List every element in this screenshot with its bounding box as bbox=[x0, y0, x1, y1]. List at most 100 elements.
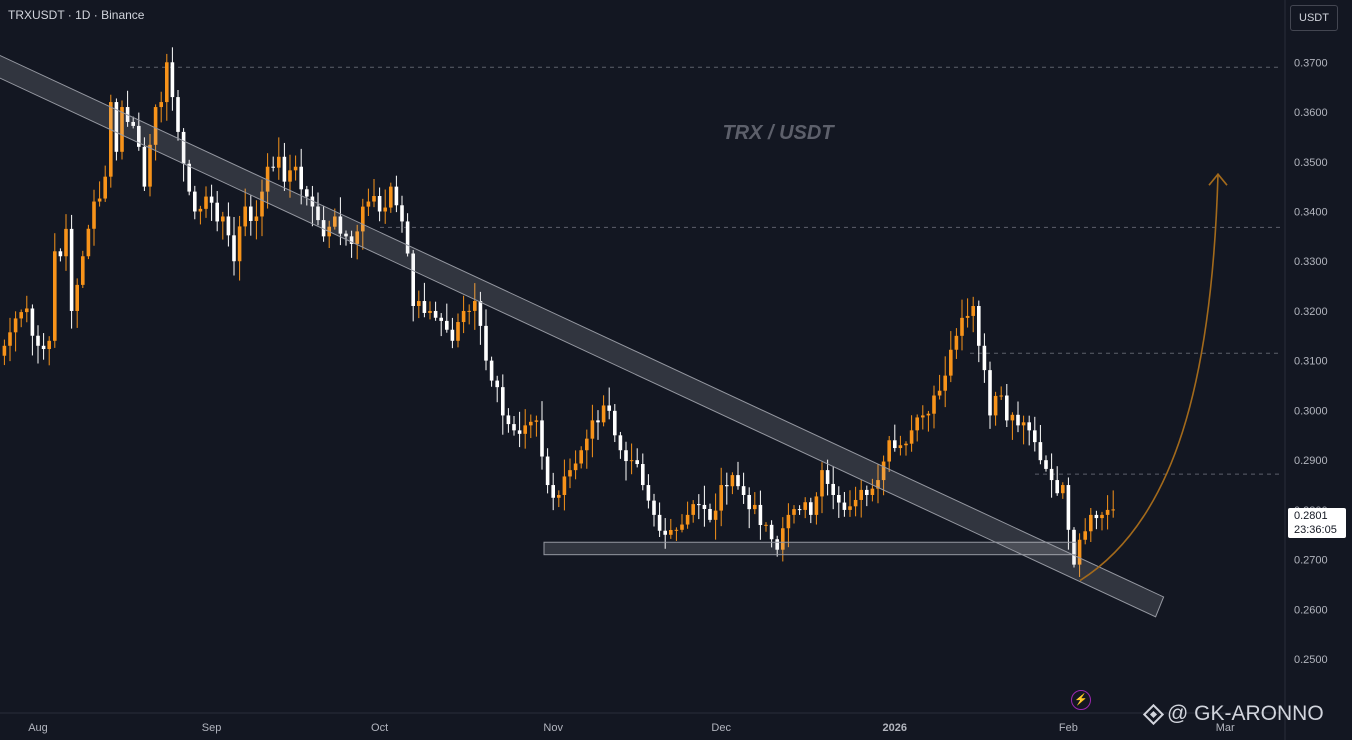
candle-body bbox=[641, 464, 645, 486]
candle-body bbox=[870, 488, 875, 495]
candle-body bbox=[1105, 509, 1110, 515]
candle-body bbox=[1061, 485, 1065, 494]
candle-body bbox=[1021, 422, 1026, 426]
candle-body bbox=[349, 236, 354, 244]
candle-body bbox=[803, 502, 807, 510]
candle-body bbox=[691, 504, 695, 515]
candle-body bbox=[792, 509, 796, 515]
candle-body bbox=[361, 206, 365, 232]
time-tick-label: Nov bbox=[543, 722, 563, 734]
candle-body bbox=[176, 97, 180, 132]
candle-body bbox=[344, 233, 348, 237]
candle-body bbox=[131, 121, 135, 126]
candle-body bbox=[478, 301, 483, 326]
candle-body bbox=[887, 440, 891, 462]
candle-body bbox=[1083, 531, 1087, 540]
candle-body bbox=[736, 475, 740, 487]
candle-body bbox=[781, 528, 785, 550]
candle-body bbox=[954, 335, 959, 350]
candle-body bbox=[1010, 414, 1015, 421]
candle-body bbox=[573, 463, 578, 471]
candle-body bbox=[193, 191, 197, 212]
candle-body bbox=[797, 509, 802, 511]
candle-countdown: 23:36:05 bbox=[1294, 524, 1337, 536]
candle-body bbox=[534, 420, 539, 422]
drawings[interactable] bbox=[0, 52, 1228, 618]
candle-body bbox=[898, 445, 903, 449]
candle-body bbox=[932, 395, 936, 414]
candle-body bbox=[697, 504, 701, 506]
candle-body bbox=[926, 413, 931, 416]
candle-body bbox=[1033, 430, 1037, 443]
candle-body bbox=[461, 310, 466, 323]
candle-body bbox=[366, 201, 371, 207]
candle-body bbox=[221, 216, 225, 222]
candle-body bbox=[1089, 514, 1093, 532]
price-axis[interactable]: 0.3700 0.3600 0.3500 0.3400 0.3300 0.3200 0.31… bbox=[1284, 0, 1328, 740]
candle-body bbox=[159, 102, 163, 108]
candle-body bbox=[596, 420, 600, 423]
candle-body bbox=[97, 198, 102, 202]
candle-body bbox=[943, 375, 947, 391]
horizontal-levels bbox=[130, 66, 1280, 475]
candle-body bbox=[254, 216, 259, 221]
support-zone bbox=[543, 541, 1077, 556]
candle-body bbox=[1077, 539, 1082, 565]
candle-body bbox=[282, 156, 287, 182]
candle-body bbox=[422, 301, 427, 313]
candle-body bbox=[69, 228, 74, 311]
candle-body bbox=[209, 196, 214, 203]
price-tick-label: 0.2900 bbox=[1294, 455, 1328, 467]
candle-body bbox=[249, 206, 253, 221]
candle-body bbox=[921, 415, 925, 418]
candle-body bbox=[753, 504, 757, 510]
currency-button[interactable]: USDT bbox=[1290, 5, 1338, 31]
lightning-icon[interactable]: ⚡ bbox=[1071, 690, 1091, 710]
candle-body bbox=[1111, 509, 1115, 511]
candle-body bbox=[965, 315, 970, 318]
candle-body bbox=[30, 308, 35, 336]
candle-body bbox=[725, 485, 729, 487]
candle-body bbox=[747, 494, 751, 510]
candle-body bbox=[120, 107, 124, 152]
candle-body bbox=[1049, 468, 1054, 481]
candle-body bbox=[8, 332, 12, 346]
chart-title: TRX / USDT bbox=[722, 122, 835, 144]
candle-body bbox=[1016, 414, 1020, 426]
time-axis[interactable]: Aug Sep Oct Nov Dec 2026 Feb Mar bbox=[0, 712, 1285, 734]
candle-body bbox=[288, 170, 292, 182]
candle-body bbox=[310, 196, 315, 207]
candle-body bbox=[1044, 460, 1048, 469]
candle-body bbox=[411, 253, 415, 306]
candle-body bbox=[428, 310, 432, 313]
candle-body bbox=[904, 443, 908, 446]
candle-body bbox=[809, 502, 813, 515]
candle-body bbox=[489, 360, 494, 381]
candle-body bbox=[814, 496, 819, 515]
candle-body bbox=[47, 340, 51, 350]
candle-body bbox=[81, 256, 85, 285]
candle-body bbox=[1066, 485, 1071, 530]
time-tick-label: Oct bbox=[371, 722, 388, 734]
candle-body bbox=[769, 524, 774, 540]
candle-body bbox=[601, 405, 606, 423]
candle-body bbox=[506, 415, 511, 425]
candle-body bbox=[960, 317, 964, 336]
candle-body bbox=[523, 425, 527, 434]
time-tick-label: Sep bbox=[202, 722, 222, 734]
candle-body bbox=[1038, 442, 1043, 461]
candle-body bbox=[1055, 480, 1059, 494]
price-tick-label: 0.3200 bbox=[1294, 306, 1328, 318]
candle-body bbox=[394, 186, 399, 206]
candle-body bbox=[187, 163, 191, 192]
candle-body bbox=[333, 216, 337, 227]
candle-body bbox=[719, 485, 723, 511]
candle-body bbox=[405, 221, 410, 254]
candle-body bbox=[13, 318, 18, 333]
projection-arrow-head bbox=[1208, 172, 1228, 186]
candle-body bbox=[456, 322, 460, 341]
candle-body bbox=[321, 220, 326, 237]
candle-body bbox=[702, 504, 707, 509]
candle-body bbox=[36, 335, 40, 346]
